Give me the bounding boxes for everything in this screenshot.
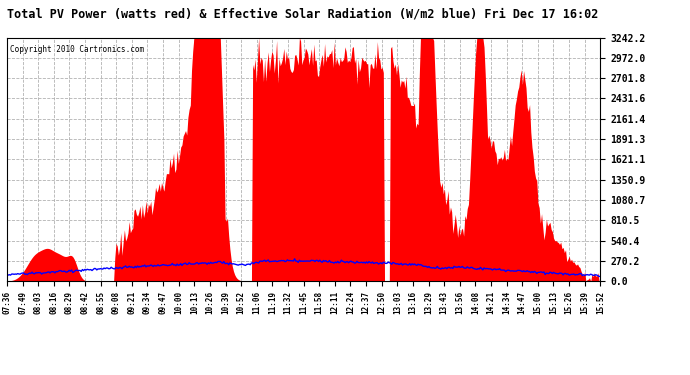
Text: Copyright 2010 Cartronics.com: Copyright 2010 Cartronics.com [10, 45, 144, 54]
Text: Total PV Power (watts red) & Effective Solar Radiation (W/m2 blue) Fri Dec 17 16: Total PV Power (watts red) & Effective S… [7, 8, 598, 21]
